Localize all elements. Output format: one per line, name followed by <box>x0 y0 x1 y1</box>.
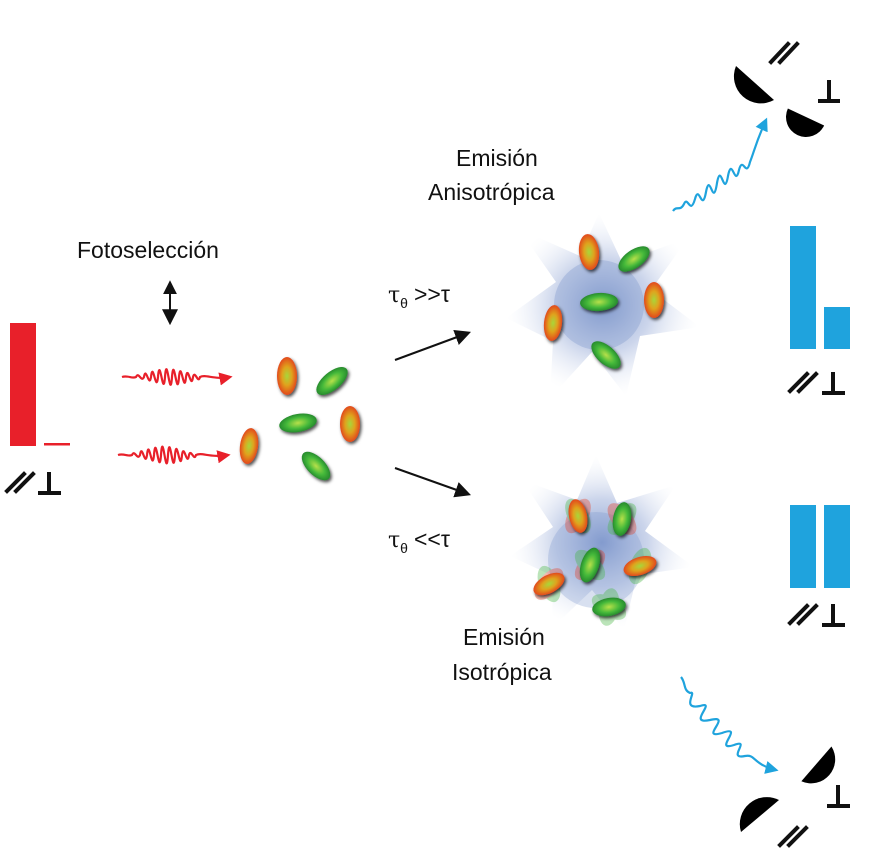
polarization-perpendicular-icon <box>818 80 840 103</box>
excitation-intensity-bars <box>10 323 70 446</box>
molecule <box>533 572 565 596</box>
isotropic-label-line1: Emisión <box>463 624 545 650</box>
molecule <box>612 502 632 536</box>
emission-wave-top <box>672 117 768 212</box>
polarization-parallel-icon <box>768 41 800 65</box>
isotropic-intensity-bars <box>790 505 850 588</box>
polarization-perpendicular-icon <box>38 472 61 495</box>
anisotropic-perpendicular-bar <box>824 307 850 349</box>
detector-perpendicular-top <box>786 108 825 137</box>
polarization-perpendicular-icon <box>822 372 845 395</box>
isotropic-label-line2: Isotrópica <box>452 659 552 685</box>
anisotropic-parallel-bar <box>790 226 816 349</box>
tau-slow-label: τθ >>τ <box>388 281 450 311</box>
molecule <box>618 246 650 272</box>
polarization-parallel-icon <box>787 371 819 394</box>
anisotropic-molecules <box>543 234 664 369</box>
arrow-to-anisotropic <box>394 329 472 361</box>
tau-fast-label: τθ <<τ <box>388 526 450 556</box>
anisotropic-intensity-bars <box>790 226 850 349</box>
excited-molecules <box>239 357 360 481</box>
arrow-to-isotropic <box>394 467 472 498</box>
molecule <box>578 234 600 270</box>
excitation-parallel-bar <box>10 323 36 446</box>
molecule <box>279 413 317 433</box>
molecule <box>579 547 601 583</box>
photoselection-label: Fotoselección <box>77 237 219 263</box>
molecule <box>316 366 348 396</box>
molecule <box>340 406 360 442</box>
polarization-parallel-icon <box>787 603 819 626</box>
detector-parallel-bottom <box>739 797 779 832</box>
detector-icon <box>733 66 825 137</box>
isotropic-parallel-bar <box>790 505 816 588</box>
emission-wave-bottom <box>680 676 779 774</box>
isotropic-molecules <box>533 498 657 626</box>
molecule <box>543 305 563 341</box>
molecule <box>623 555 657 577</box>
detector-parallel-top <box>733 66 774 104</box>
molecule <box>239 428 259 464</box>
molecule <box>580 292 618 312</box>
excitation-perpendicular-bar <box>44 443 70 446</box>
polarization-parallel-icon <box>4 471 36 494</box>
excitation-wave-bottom <box>117 445 231 465</box>
polarization-parallel-icon <box>777 825 809 848</box>
molecule <box>644 282 664 318</box>
molecule <box>592 597 626 617</box>
detector-icon <box>739 746 836 832</box>
excitation-wave-top <box>121 368 233 386</box>
molecule <box>568 499 588 533</box>
molecule <box>277 357 297 395</box>
anisotropic-label-line1: Emisión <box>456 145 538 171</box>
polarization-perpendicular-icon <box>822 604 845 627</box>
molecule <box>301 451 331 481</box>
polarization-perpendicular-icon <box>827 785 850 808</box>
molecule <box>591 341 621 369</box>
anisotropic-label-line2: Anisotrópica <box>428 179 555 205</box>
isotropic-perpendicular-bar <box>824 505 850 588</box>
detector-perpendicular-bottom <box>801 746 836 784</box>
